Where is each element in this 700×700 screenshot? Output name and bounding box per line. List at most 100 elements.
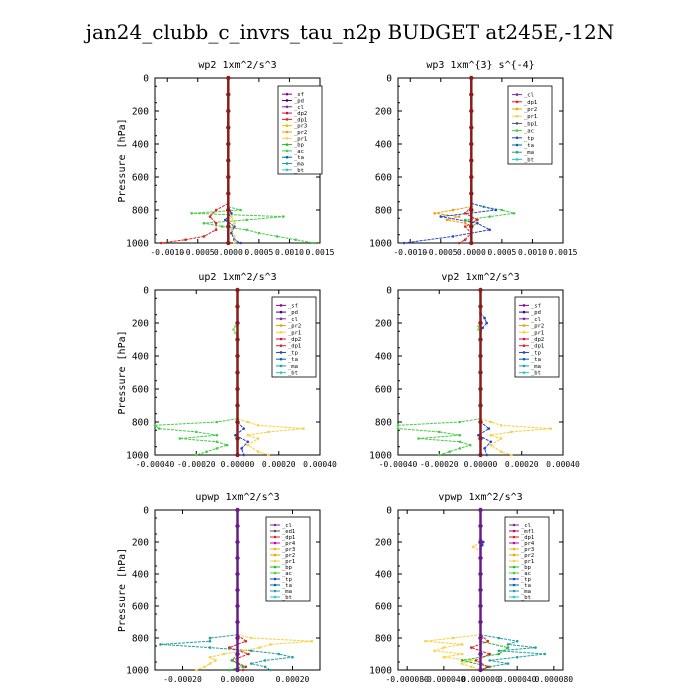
y-tick-label: 0 <box>386 506 392 517</box>
data-point <box>235 603 240 609</box>
data-point <box>225 443 229 447</box>
data-point <box>230 212 233 215</box>
data-point <box>499 437 503 440</box>
data-point <box>214 208 218 212</box>
data-point <box>463 221 467 225</box>
legend-box <box>514 296 560 378</box>
y-axis-label: Pressure [hPa] <box>117 548 128 632</box>
y-tick-label: 400 <box>132 570 149 581</box>
legend-entry: _pr1 <box>288 330 301 336</box>
data-point <box>234 325 237 328</box>
data-point <box>500 208 504 212</box>
data-point <box>190 212 193 215</box>
data-point <box>226 158 231 163</box>
chart-panel-4: vp2 1xm^2/s^3 0 200 400 600 800 1000-0.00040 -0… <box>369 272 580 469</box>
data-point <box>478 603 483 609</box>
data-point <box>246 433 250 437</box>
data-point <box>458 440 462 444</box>
x-tick-label: 0.00040 <box>303 460 337 469</box>
x-tick-label: 0.000040 <box>498 675 537 684</box>
legend-entry: _dp2 <box>531 337 544 343</box>
legend-marker <box>512 523 516 527</box>
legend-marker <box>285 143 289 146</box>
legend-entry: _ac <box>524 129 534 135</box>
data-point <box>235 667 240 673</box>
data-point <box>233 225 236 228</box>
legend-entry: _cl <box>282 523 292 529</box>
data-point <box>310 639 314 643</box>
data-point <box>282 215 285 218</box>
legend-entry: _tp <box>288 350 298 356</box>
y-axis-label: Pressure [hPa] <box>117 330 128 414</box>
data-point <box>244 665 248 669</box>
chart-title: wp2 1xm^2/s^3 <box>198 60 276 71</box>
legend-entry: _pr3 <box>282 547 295 553</box>
data-point <box>256 450 260 454</box>
x-tick-label: -0.000080 <box>385 675 429 684</box>
legend-entry: _pr1 <box>531 330 544 336</box>
data-point <box>438 453 441 457</box>
data-point <box>195 668 198 672</box>
y-tick-label: 1000 <box>126 451 149 462</box>
data-point <box>226 75 231 81</box>
data-point <box>470 665 473 669</box>
legend-marker <box>279 310 283 314</box>
y-tick-label: 400 <box>132 140 149 151</box>
data-point <box>215 447 219 450</box>
legend-entry: _pr2 <box>531 324 544 330</box>
legend-marker <box>522 371 526 374</box>
data-point <box>499 424 503 427</box>
data-point <box>478 452 483 458</box>
data-point <box>417 437 420 440</box>
data-point <box>458 420 462 424</box>
legend-marker <box>522 324 526 327</box>
data-point <box>215 420 219 424</box>
y-tick-label: 1000 <box>126 239 149 250</box>
data-point <box>234 331 237 335</box>
legend-entry: _bp <box>294 143 304 149</box>
data-point <box>226 224 231 229</box>
legend-marker <box>512 541 516 545</box>
y-tick-label: 200 <box>375 107 392 118</box>
data-point <box>478 353 483 359</box>
legend-entry: _dp1 <box>524 100 537 106</box>
x-tick-label: 0.00020 <box>505 460 539 469</box>
y-tick-label: 600 <box>375 385 392 396</box>
data-point <box>202 221 206 225</box>
data-point <box>235 287 240 293</box>
legend-entry: _pr1 <box>282 559 295 565</box>
data-point <box>488 228 492 232</box>
data-point <box>478 287 483 293</box>
data-point <box>195 453 198 457</box>
chart-panel-5: upwp 1xm^2/s^3 0 200 400 600 800 1000 Pressure … <box>117 492 321 684</box>
legend-marker <box>273 583 277 587</box>
data-point <box>226 191 231 196</box>
data-point <box>291 655 294 659</box>
x-tick-label: 0.0015 <box>549 248 578 257</box>
data-point <box>396 427 400 430</box>
data-point <box>228 668 231 672</box>
legend-marker <box>273 595 277 599</box>
y-tick-label: 0 <box>143 506 149 517</box>
legend-marker <box>285 155 289 159</box>
data-point <box>463 238 467 241</box>
x-tick-label: 0.00020 <box>276 675 310 684</box>
series-line-pr1 <box>196 634 312 671</box>
data-point <box>478 635 483 641</box>
legend-entry: _ta <box>294 155 304 161</box>
data-point <box>235 304 240 309</box>
data-point <box>460 659 464 662</box>
data-point <box>494 208 498 212</box>
data-point <box>470 646 473 649</box>
data-point <box>205 450 208 454</box>
data-point <box>486 639 490 643</box>
data-point <box>235 571 240 577</box>
x-tick-label: -0.00020 <box>177 460 216 469</box>
data-point <box>235 619 240 625</box>
data-point <box>246 443 250 447</box>
y-tick-label: 800 <box>375 206 392 217</box>
data-point <box>208 636 212 640</box>
y-tick-label: 1000 <box>369 451 392 462</box>
data-point <box>485 321 489 325</box>
chart-title: upwp 1xm^2/s^3 <box>195 492 279 503</box>
